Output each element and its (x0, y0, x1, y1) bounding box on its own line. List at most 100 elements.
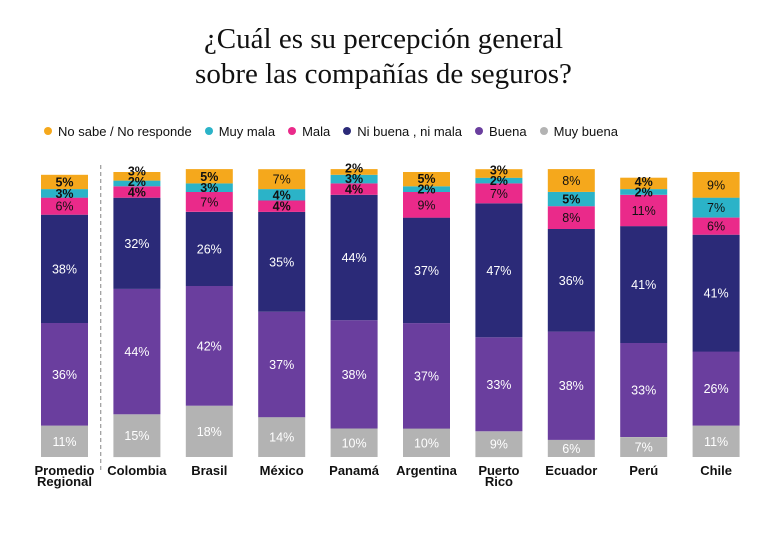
data-label: 47% (486, 264, 511, 278)
bar-segment-argentina-no-sabe-no-responde (403, 172, 450, 187)
data-label: 26% (197, 242, 222, 256)
data-label: 38% (342, 368, 367, 382)
data-label: 5% (200, 170, 218, 184)
data-label: 26% (704, 382, 729, 396)
legend-label: Ni buena , ni mala (357, 123, 463, 139)
bar-segment-brasil-ni-buena-ni-mala (185, 211, 233, 286)
data-label: 42% (197, 339, 222, 353)
data-label: 8% (562, 211, 580, 225)
bar-segment-colombia-muy-mala (113, 180, 161, 187)
data-label: 15% (124, 429, 149, 443)
data-label: 4% (273, 200, 291, 214)
category-label: México (260, 463, 304, 478)
legend-item-no-sabe-no-responde: No sabe / No responde (44, 124, 192, 139)
bar-segment-promedio-regional-mala (41, 197, 88, 215)
bar-segment-argentina-muy-mala (403, 186, 450, 192)
legend-swatch (44, 127, 52, 135)
bar-segment-argentina-mala (403, 192, 450, 218)
data-label: 2% (345, 162, 363, 176)
legend-label: Muy buena (553, 123, 618, 139)
bar-segment-mexico-ni-buena-ni-mala (258, 211, 306, 312)
bar-segment-promedio-regional-muy-mala (41, 189, 88, 198)
data-label: 33% (486, 378, 511, 392)
bar-segment-chile-muy-mala (692, 197, 740, 218)
bar-segment-panama-muy-buena (330, 428, 378, 457)
data-label: 9% (490, 438, 508, 452)
bar-segment-argentina-ni-buena-ni-mala (403, 217, 450, 324)
bar-segment-chile-ni-buena-ni-mala (692, 234, 740, 352)
legend-swatch (539, 127, 548, 135)
legend-swatch (288, 127, 297, 135)
data-label: 41% (631, 278, 656, 292)
bar-segment-mexico-muy-buena (258, 417, 306, 457)
category-label: Perú (629, 463, 658, 478)
bar-segment-puerto-rico-no-sabe-no-responde (475, 169, 523, 178)
bar-segment-peru-buena (620, 343, 668, 437)
data-label: 36% (559, 274, 584, 288)
legend-swatch (204, 127, 213, 135)
data-label: 44% (124, 345, 149, 359)
category-label: Chile (700, 463, 732, 478)
chart-title-line-2: sobre las compañías de seguros? (195, 58, 572, 90)
bar-segment-brasil-buena (185, 286, 233, 406)
bar-segment-colombia-ni-buena-ni-mala (113, 197, 161, 289)
data-label: 2% (635, 185, 653, 199)
data-label: 3% (345, 172, 363, 186)
category-label: Argentina (396, 463, 457, 478)
chart-title-line-1: ¿Cuál es su percepción general (203, 23, 564, 55)
legend-label: Muy mala (218, 123, 276, 139)
bar-segment-peru-ni-buena-ni-mala (620, 226, 668, 343)
data-label: 4% (128, 186, 146, 200)
data-label: 18% (197, 425, 222, 439)
data-label: 7% (635, 441, 653, 455)
data-label: 11% (52, 435, 76, 449)
bar-segment-promedio-regional-muy-buena (41, 425, 88, 457)
category-label: Ecuador (545, 463, 597, 478)
category-label: Rico (485, 474, 513, 489)
chart-legend: No sabe / No responde Muy mala Mala Ni buen… (44, 122, 631, 140)
data-label: 6% (562, 442, 580, 456)
data-label: 3% (128, 165, 146, 179)
data-label: 3% (55, 187, 73, 201)
data-label: 44% (342, 251, 367, 265)
legend-label: Buena (489, 123, 527, 139)
data-label: 10% (414, 436, 439, 450)
data-label: 37% (414, 264, 439, 278)
data-label: 5% (55, 176, 73, 190)
data-label: 32% (124, 237, 149, 251)
bar-segment-brasil-muy-buena (185, 405, 233, 457)
bar-segment-ecuador-mala (547, 206, 595, 229)
legend-swatch (475, 127, 484, 135)
data-label: 14% (269, 431, 294, 445)
data-label: 11% (704, 435, 728, 449)
bar-segment-panama-mala (330, 183, 378, 195)
data-label: 9% (707, 178, 725, 192)
legend-label: Mala (302, 123, 331, 139)
bar-segment-argentina-muy-buena (403, 428, 450, 457)
bar-segment-promedio-regional-no-sabe-no-responde (41, 174, 88, 190)
data-label: 41% (704, 287, 729, 301)
data-label: 7% (200, 195, 218, 209)
bar-segment-panama-muy-mala (330, 174, 378, 184)
bar-segment-argentina-buena (403, 323, 450, 429)
legend-swatch (343, 127, 352, 135)
data-label: 37% (269, 358, 294, 372)
bar-segment-brasil-mala (185, 191, 233, 212)
category-label: Puerto (478, 463, 519, 478)
bar-segment-peru-muy-buena (620, 437, 668, 457)
bar-segment-puerto-rico-mala (475, 183, 523, 204)
bar-segment-mexico-muy-mala (258, 189, 306, 201)
bar-segment-puerto-rico-muy-buena (475, 431, 523, 458)
data-label: 38% (52, 262, 77, 276)
bar-segment-mexico-mala (258, 200, 306, 212)
bar-segment-brasil-muy-mala (185, 183, 233, 192)
bar-segment-promedio-regional-ni-buena-ni-mala (41, 214, 88, 323)
data-label: 2% (128, 175, 146, 189)
bar-segment-colombia-mala (113, 186, 161, 198)
legend-label: No sabe / No responde (58, 123, 192, 139)
bar-segment-peru-no-sabe-no-responde (620, 177, 668, 190)
data-label: 7% (707, 201, 725, 215)
data-label: 5% (562, 193, 580, 207)
bar-segment-peru-mala (620, 194, 668, 227)
